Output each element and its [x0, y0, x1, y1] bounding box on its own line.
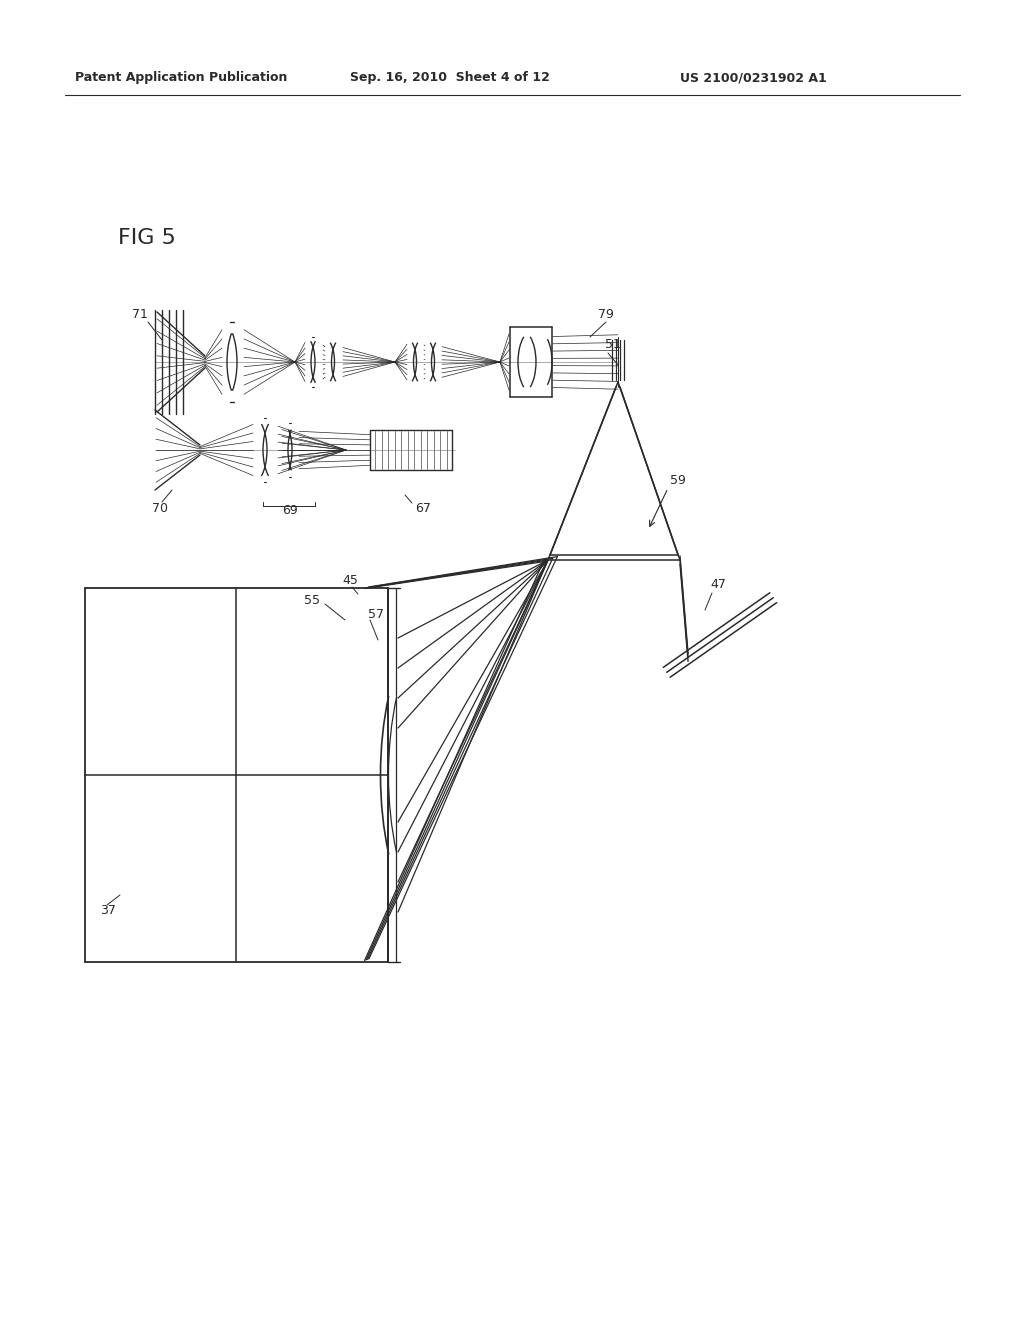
Text: 37: 37 — [100, 903, 116, 916]
Text: Patent Application Publication: Patent Application Publication — [75, 71, 288, 84]
Text: Sep. 16, 2010  Sheet 4 of 12: Sep. 16, 2010 Sheet 4 of 12 — [350, 71, 550, 84]
Text: 67: 67 — [415, 502, 431, 515]
Text: FIG 5: FIG 5 — [118, 228, 176, 248]
Text: 70: 70 — [152, 502, 168, 515]
Text: 71: 71 — [132, 309, 147, 322]
Text: 59: 59 — [670, 474, 686, 487]
Text: 55: 55 — [304, 594, 319, 606]
Text: 45: 45 — [342, 573, 358, 586]
Text: 69: 69 — [283, 503, 298, 516]
Text: 79: 79 — [598, 309, 613, 322]
Text: 51: 51 — [605, 338, 621, 351]
Text: 47: 47 — [710, 578, 726, 591]
Text: 57: 57 — [368, 609, 384, 622]
Text: US 2100/0231902 A1: US 2100/0231902 A1 — [680, 71, 826, 84]
